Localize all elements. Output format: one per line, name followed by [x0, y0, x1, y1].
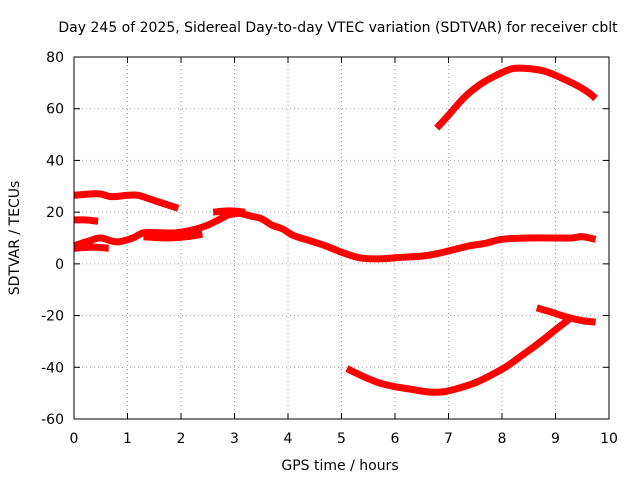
x-tick-label: 0	[70, 431, 79, 447]
series-track-9	[535, 304, 596, 326]
y-tick-label: -60	[41, 412, 64, 428]
x-tick-label: 8	[498, 431, 507, 447]
y-tick-label: -40	[41, 360, 64, 376]
y-tick-label: 80	[46, 50, 64, 66]
y-tick-label: 0	[55, 257, 64, 273]
y-tick-label: 20	[46, 205, 64, 221]
series-track-4	[73, 243, 110, 252]
x-tick-label: 3	[230, 431, 239, 447]
series-track-6	[212, 207, 246, 216]
axis-ticks	[73, 56, 610, 420]
x-tick-label: 7	[444, 431, 453, 447]
y-axis-title: SDTVAR / TECUs	[7, 181, 23, 296]
x-tick-label: 5	[337, 431, 346, 447]
x-tick-label: 1	[123, 431, 132, 447]
y-tick-label: 40	[46, 153, 64, 169]
x-tick-labels: 0 1 2 3 4 5 6 7 8 9 10	[70, 431, 618, 447]
series-track-7	[434, 64, 598, 131]
y-tick-labels: -60 -40 -20 0 20 40 60 80	[41, 50, 64, 428]
chart-title: Day 245 of 2025, Sidereal Day-to-day VTE…	[58, 20, 618, 36]
y-tick-label: 60	[46, 102, 64, 118]
series-track-2	[73, 216, 99, 225]
y-tick-label: -20	[41, 309, 64, 325]
x-tick-label: 2	[177, 431, 186, 447]
x-tick-label: 6	[391, 431, 400, 447]
series-track-3	[72, 209, 597, 263]
series-track-1	[73, 190, 180, 212]
x-tick-label: 10	[600, 431, 618, 447]
series-lines	[72, 64, 598, 396]
series-track-8	[345, 316, 572, 396]
x-axis-title: GPS time / hours	[281, 458, 398, 474]
x-tick-label: 9	[551, 431, 560, 447]
series-track-5	[143, 230, 204, 242]
x-tick-label: 4	[284, 431, 293, 447]
